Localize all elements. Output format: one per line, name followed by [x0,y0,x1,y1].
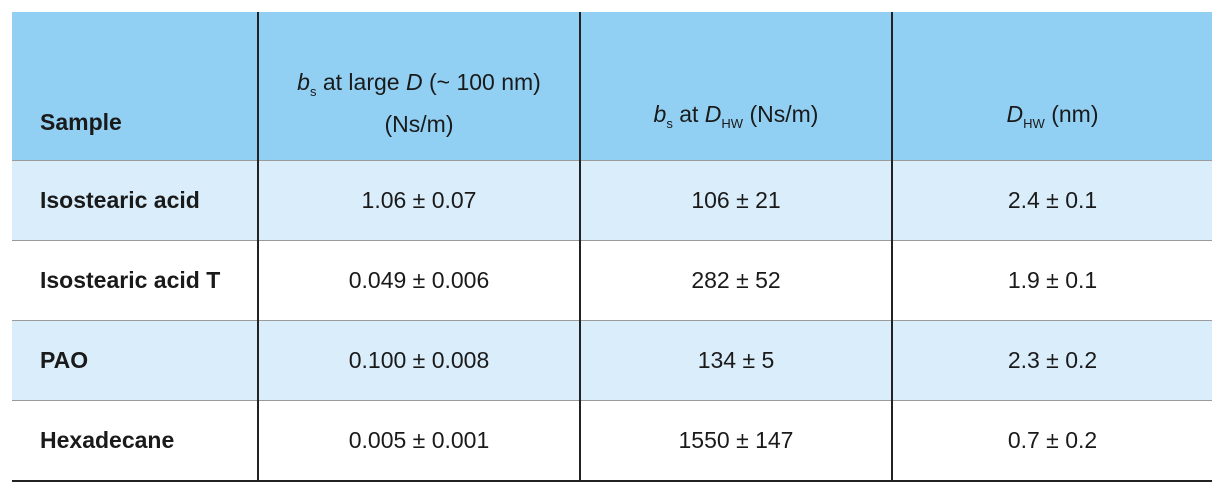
header-text: b [653,100,667,127]
header-text: (nm) [1051,100,1099,127]
header-cell: bs at DHW (Ns/m) [579,12,892,160]
header-text: D [704,100,722,127]
row-label: Isostearic acid [12,159,258,240]
header-text: (Ns/m) [749,100,819,127]
table-cell: 2.3 ± 0.2 [891,319,1212,400]
table-row: Isostearic acid T 0.049 ± 0.006 282 ± 52 1.… [12,239,1212,320]
data-table: Sample bs at large D (~ 100 nm) (Ns/m) bs… [12,12,1212,482]
header-sub: s [309,83,317,99]
table-row: Isostearic acid 1.06 ± 0.07 106 ± 21 2.4 ± … [12,159,1212,240]
header-row: Sample bs at large D (~ 100 nm) (Ns/m) bs… [12,12,1212,160]
header-text: b [297,68,310,95]
table-row: PAO 0.100 ± 0.008 134 ± 5 2.3 ± 0.2 [12,319,1212,400]
header-text: at [679,100,699,127]
table-cell: 0.7 ± 0.2 [891,399,1212,482]
header-cell: bs at large D (~ 100 nm) (Ns/m) [257,12,580,160]
table-row: Hexadecane 0.005 ± 0.001 1550 ± 147 0.7 ± 0… [12,399,1212,482]
table-cell: 1550 ± 147 [579,399,892,482]
header-cell: Sample [12,12,258,160]
header-text: (~ 100 nm) [428,68,541,95]
row-label: PAO [12,319,258,400]
header-sub: s [666,115,673,131]
table-cell: 134 ± 5 [579,319,892,400]
table-cell: 0.100 ± 0.008 [257,319,580,400]
table-cell: 1.06 ± 0.07 [257,159,580,240]
header-text: at large [322,68,400,95]
header-sub: HW [721,115,744,131]
table-body: Isostearic acid 1.06 ± 0.07 106 ± 21 2.4 ± … [12,159,1212,482]
table-cell: 0.049 ± 0.006 [257,239,580,320]
table-cell: 106 ± 21 [579,159,892,240]
header-text: D [1006,100,1024,127]
header-text: Sample [40,108,122,135]
header-sub: HW [1023,115,1045,131]
table-cell: 1.9 ± 0.1 [891,239,1212,320]
header-text: D [405,68,423,95]
row-label: Hexadecane [12,399,258,482]
table-cell: 282 ± 52 [579,239,892,320]
header-text: (Ns/m) [384,110,454,137]
header-cell: DHW (nm) [891,12,1212,160]
table-cell: 2.4 ± 0.1 [891,159,1212,240]
table-cell: 0.005 ± 0.001 [257,399,580,482]
row-label: Isostearic acid T [12,239,258,320]
